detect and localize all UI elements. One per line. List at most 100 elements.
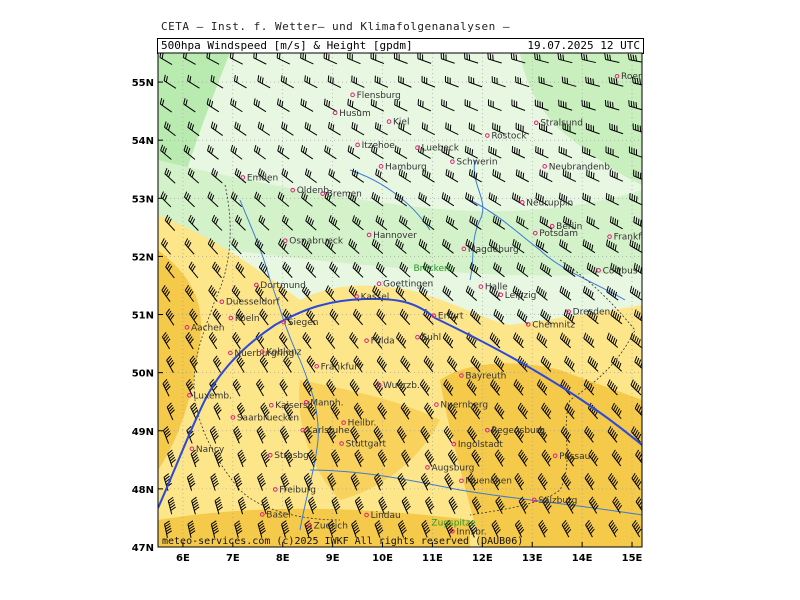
wind-barb-feather bbox=[190, 310, 195, 317]
wind-barb-feather bbox=[448, 496, 454, 502]
wind-barb-feather bbox=[164, 430, 171, 436]
wind-barb-feather bbox=[238, 499, 245, 504]
wind-barb-feather bbox=[382, 410, 388, 417]
wind-barb-feather bbox=[469, 522, 475, 528]
wind-barb-feather bbox=[545, 314, 549, 321]
wind-barb-feather bbox=[237, 435, 243, 441]
wind-barb-feather bbox=[193, 456, 199, 462]
wind-barb-feather bbox=[281, 194, 285, 201]
wind-barb-feather bbox=[330, 479, 336, 485]
wind-barb-feather bbox=[306, 385, 312, 391]
wind-barb-feather bbox=[542, 310, 546, 317]
wind-barb-feather bbox=[450, 312, 454, 319]
wind-barb-feather bbox=[424, 290, 428, 297]
wind-barb-feather bbox=[591, 312, 594, 319]
wind-barb-feather bbox=[609, 475, 614, 481]
wind-barb-feather bbox=[395, 332, 400, 338]
wind-barb-feather bbox=[445, 241, 449, 248]
wind-barb-feather bbox=[396, 146, 399, 153]
wind-barb-feather bbox=[353, 527, 360, 532]
wind-barb-feather bbox=[516, 215, 519, 222]
wind-barb-feather bbox=[211, 194, 215, 201]
tick-label-lon: 6E bbox=[176, 553, 190, 564]
wind-barb-feather bbox=[255, 332, 260, 338]
wind-barb-feather bbox=[565, 357, 570, 364]
wind-barb-feather bbox=[166, 216, 171, 223]
wind-barb-feather bbox=[353, 243, 358, 250]
wind-barb-feather bbox=[612, 496, 617, 502]
wind-barb-feather bbox=[475, 219, 478, 226]
wind-barb-feather bbox=[373, 379, 378, 385]
wind-barb-feather bbox=[500, 505, 505, 511]
wind-barb-feather bbox=[260, 402, 266, 408]
wind-barb-feather bbox=[638, 406, 642, 413]
wind-barb-feather bbox=[210, 121, 214, 128]
wind-barb-feather bbox=[594, 315, 598, 322]
wind-barb-feather bbox=[591, 244, 594, 251]
wind-barb-feather bbox=[303, 334, 308, 340]
wind-barb-feather bbox=[514, 334, 519, 341]
wind-barb-feather bbox=[330, 123, 333, 130]
wind-barb-feather bbox=[516, 288, 520, 295]
wind-barb-feather bbox=[447, 243, 451, 250]
wind-barb-feather bbox=[565, 496, 571, 502]
city-marker bbox=[566, 309, 571, 314]
wind-barb-feather bbox=[287, 503, 293, 509]
wind-barb-feather bbox=[208, 285, 213, 291]
wind-barb-feather bbox=[169, 454, 175, 460]
wind-barb-feather bbox=[167, 357, 173, 363]
wind-barb-feather bbox=[397, 287, 401, 294]
wind-barb-feather bbox=[329, 430, 334, 436]
wind-barb-feather bbox=[616, 455, 621, 462]
wind-barb-feather bbox=[231, 285, 236, 291]
wind-barb-feather bbox=[422, 335, 427, 342]
wind-barb-feather bbox=[257, 520, 264, 525]
wind-barb-feather bbox=[538, 381, 543, 387]
wind-barb-feather bbox=[379, 359, 384, 366]
wind-barb-feather bbox=[263, 501, 269, 507]
wind-barb-feather bbox=[518, 263, 522, 270]
city-label: Suhl bbox=[421, 333, 441, 343]
wind-barb-feather bbox=[375, 336, 380, 342]
wind-barb-feather bbox=[495, 357, 500, 364]
wind-barb-feather bbox=[325, 285, 329, 292]
wind-barb-feather bbox=[421, 334, 425, 340]
wind-barb-feather bbox=[188, 522, 194, 528]
wind-barb-feather bbox=[185, 193, 190, 200]
wind-barb-feather bbox=[500, 410, 505, 417]
wind-barb-feather bbox=[159, 53, 162, 58]
wind-barb-feather bbox=[608, 240, 611, 247]
wind-barb-feather bbox=[309, 501, 316, 507]
wind-barb-feather bbox=[377, 290, 381, 297]
wind-barb-feather bbox=[192, 499, 198, 504]
wind-barb-feather bbox=[471, 290, 475, 297]
wind-barb-feather bbox=[281, 522, 288, 528]
wind-barb-feather bbox=[332, 359, 338, 366]
wind-barb-feather bbox=[328, 428, 333, 434]
wind-barb-feather bbox=[590, 265, 594, 272]
wind-barb-feather bbox=[209, 193, 213, 200]
city-marker bbox=[339, 441, 344, 446]
wind-barb-feather bbox=[284, 310, 289, 317]
wind-barb-feather bbox=[548, 268, 551, 275]
wind-barb-feather bbox=[257, 428, 263, 434]
wind-barb-feather bbox=[587, 77, 590, 84]
wind-barb-feather bbox=[161, 285, 166, 291]
wind-barb-feather bbox=[496, 265, 500, 272]
wind-barb-feather bbox=[382, 505, 388, 511]
wind-barb-feather bbox=[285, 124, 288, 131]
wind-barb-feather bbox=[493, 524, 499, 530]
wind-barb-feather bbox=[422, 288, 426, 295]
wind-barb-feather bbox=[283, 402, 289, 408]
tick-label-lat: 47N bbox=[132, 543, 154, 554]
wind-barb-feather bbox=[258, 289, 263, 295]
wind-barb-feather bbox=[592, 502, 598, 509]
wind-barb-feather bbox=[352, 430, 358, 436]
wind-barb-feather bbox=[280, 473, 286, 478]
wind-barb-feather bbox=[567, 218, 570, 225]
wind-barb-feather bbox=[398, 520, 404, 525]
wind-barb-feather bbox=[637, 386, 642, 393]
wind-barb-feather bbox=[169, 501, 175, 507]
wind-barb-feather bbox=[586, 262, 590, 269]
wind-barb-feather bbox=[635, 243, 638, 250]
